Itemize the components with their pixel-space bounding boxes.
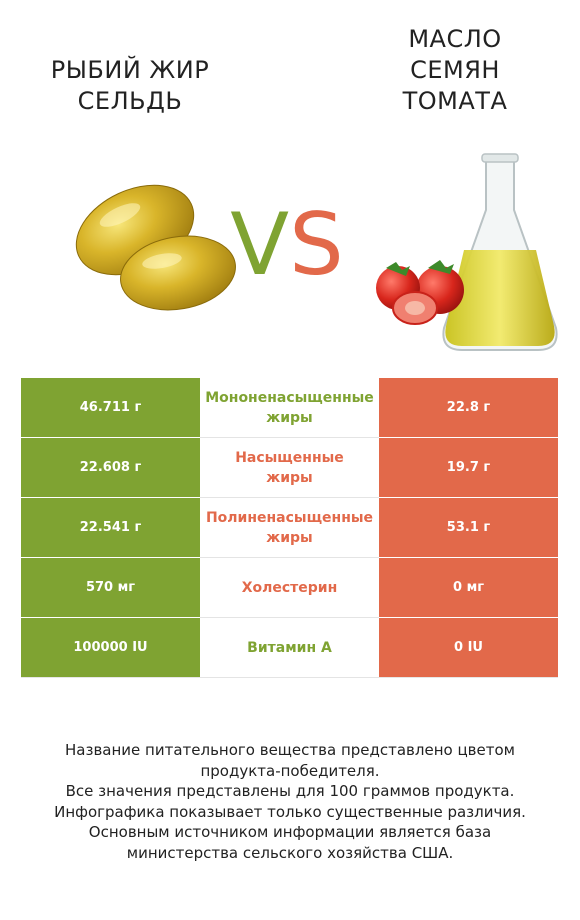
nutrient-label: Насыщенные жиры: [200, 438, 379, 498]
nutrient-label: Полиненасыщенные жиры: [200, 498, 379, 558]
right-value: 0 IU: [379, 618, 558, 678]
footnote-line: Основным источником информации является …: [88, 823, 492, 841]
left-product-title: Рыбий жир сельдь: [50, 56, 210, 115]
table-row: 22.608 г Насыщенные жиры 19.7 г: [21, 438, 558, 498]
table-row: 22.541 г Полиненасыщенные жиры 53.1 г: [21, 498, 558, 558]
right-product-title: Масло семян томата: [402, 25, 508, 115]
table-row: 46.711 г Мононенасыщенные жиры 22.8 г: [21, 378, 558, 438]
right-value: 22.8 г: [379, 378, 558, 438]
left-value: 22.608 г: [21, 438, 200, 498]
nutrient-label: Холестерин: [200, 558, 379, 618]
footnote-line: Все значения представлены для 100 граммо…: [65, 782, 515, 800]
table-row: 100000 IU Витамин A 0 IU: [21, 618, 558, 678]
vs-v: V: [230, 195, 290, 295]
left-value: 100000 IU: [21, 618, 200, 678]
right-value: 53.1 г: [379, 498, 558, 558]
footnote: Название питательного вещества представл…: [30, 740, 550, 863]
left-value: 46.711 г: [21, 378, 200, 438]
right-value: 19.7 г: [379, 438, 558, 498]
table-row: 570 мг Холестерин 0 мг: [21, 558, 558, 618]
nutrient-label: Мононенасыщенные жиры: [200, 378, 379, 438]
comparison-table: 46.711 г Мононенасыщенные жиры 22.8 г 22…: [21, 378, 558, 678]
fish-oil-capsules-image: [75, 184, 236, 311]
footnote-line: Название питательного вещества представл…: [65, 741, 515, 759]
vs-label: VS: [222, 190, 352, 300]
right-value: 0 мг: [379, 558, 558, 618]
left-value: 22.541 г: [21, 498, 200, 558]
tomato-oil-flask-image: [376, 153, 558, 351]
footnote-line: Инфографика показывает только существенн…: [54, 802, 526, 821]
footnote-line: продукта-победителя.: [200, 761, 380, 780]
vs-s: S: [289, 195, 344, 295]
footnote-line: министерства сельского хозяйства США.: [126, 843, 454, 862]
left-value: 570 мг: [21, 558, 200, 618]
nutrient-label: Витамин A: [200, 618, 379, 678]
